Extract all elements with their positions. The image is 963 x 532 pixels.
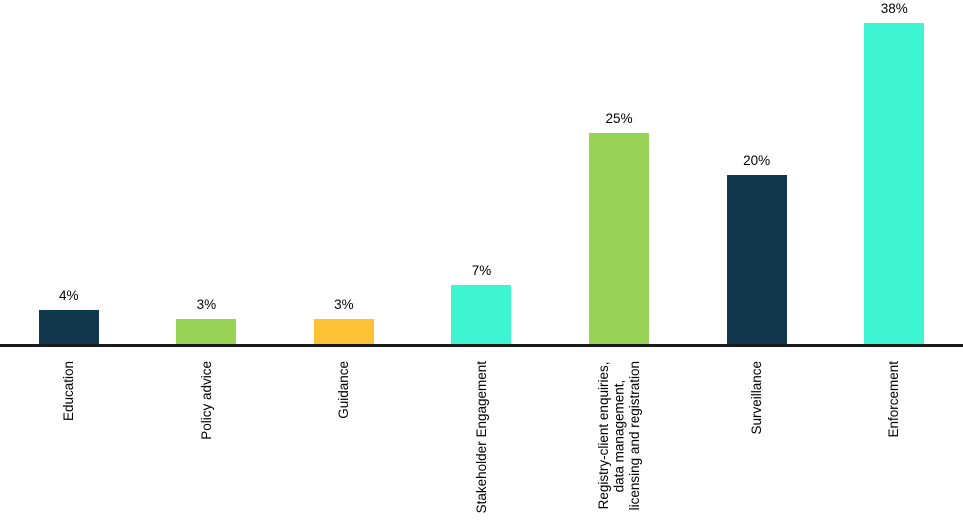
x-axis-label-policy-advice: Policy advice: [198, 361, 214, 440]
bar-policy-advice: [176, 319, 237, 344]
bar-value-label-surveillance: 20%: [743, 153, 771, 168]
x-axis-label-registry-client-enquiries: Registry-client enquiries, data manageme…: [595, 361, 642, 511]
bar-education: [38, 310, 99, 344]
x-axis-label-enforcement: Enforcement: [886, 361, 902, 438]
bar-enforcement: [864, 23, 925, 344]
bar-group-enforcement: 38%: [825, 0, 963, 344]
bar-group-registry-client-enquiries: 25%: [550, 0, 688, 344]
x-axis-label-education: Education: [61, 361, 77, 422]
x-axis-label-slot-education: Education: [0, 347, 138, 532]
bar-group-stakeholder-engagement: 7%: [413, 0, 551, 344]
x-axis-label-stakeholder-engagement: Stakeholder Engagement: [473, 361, 489, 514]
bar-surveillance: [726, 175, 787, 344]
x-axis-label-slot-registry-client-enquiries: Registry-client enquiries, data manageme…: [550, 347, 688, 532]
bar-group-education: 4%: [0, 0, 138, 344]
bar-value-label-education: 4%: [59, 288, 79, 303]
x-axis-line: [0, 344, 963, 347]
x-axis-labels: Education Policy advice Guidance Stakeholde…: [0, 347, 963, 532]
x-axis-label-slot-enforcement: Enforcement: [825, 347, 963, 532]
bar-stakeholder-engagement: [451, 285, 512, 344]
bar-value-label-policy-advice: 3%: [196, 297, 217, 312]
x-axis-label-surveillance: Surveillance: [748, 361, 764, 435]
bar-group-policy-advice: 3%: [138, 0, 276, 344]
x-axis-label-guidance: Guidance: [336, 361, 352, 419]
bar-value-label-enforcement: 38%: [880, 1, 908, 16]
plot-area: 4% 3% 3% 7% 25% 20% 38%: [0, 0, 963, 344]
bar-group-guidance: 3%: [275, 0, 413, 344]
bar-group-surveillance: 20%: [688, 0, 826, 344]
bar-value-label-guidance: 3%: [334, 297, 354, 312]
x-axis-label-slot-stakeholder-engagement: Stakeholder Engagement: [413, 347, 551, 532]
x-axis-label-slot-guidance: Guidance: [275, 347, 413, 532]
x-axis-label-slot-surveillance: Surveillance: [688, 347, 826, 532]
bar-registry-client-enquiries: [589, 133, 650, 344]
x-axis-label-slot-policy-advice: Policy advice: [138, 347, 276, 532]
bar-value-label-registry-client-enquiries: 25%: [605, 111, 633, 126]
bar-value-label-stakeholder-engagement: 7%: [471, 263, 492, 278]
bar-guidance: [313, 319, 374, 344]
